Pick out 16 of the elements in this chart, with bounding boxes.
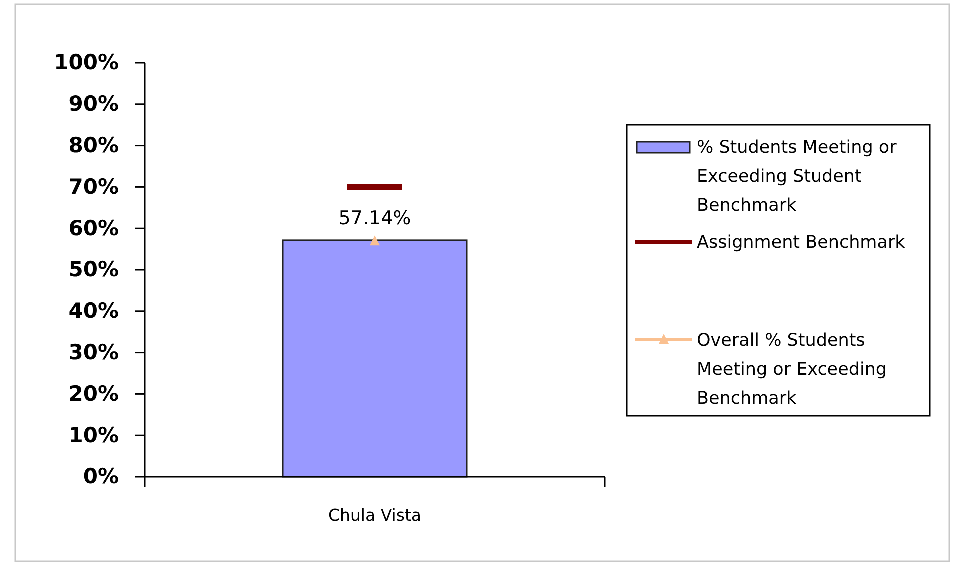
legend-label: % Students Meeting or Exceeding Student Benchmark: [697, 138, 898, 216]
data-label: 57.14%: [338, 207, 412, 230]
y-tick-label: 10%: [68, 423, 119, 448]
y-tick-label: 50%: [68, 258, 119, 282]
y-tick-label: 70%: [68, 174, 119, 199]
x-tick-label: Chula Vista: [328, 506, 422, 525]
y-tick-label: 80%: [68, 134, 119, 158]
y-tick-label: 40%: [68, 299, 119, 324]
y-tick-label: 30%: [68, 340, 119, 365]
y-tick-label: 60%: [68, 216, 119, 240]
y-tick-label: 90%: [68, 92, 119, 116]
y-tick-label: 100%: [54, 50, 119, 75]
legend-label: Overall % Students Meeting or Exceeding Benchmark: [697, 331, 888, 409]
y-tick-label: 20%: [68, 382, 119, 406]
y-tick-label: 0%: [83, 464, 119, 489]
legend-label: Assignment Benchmark: [697, 233, 906, 253]
